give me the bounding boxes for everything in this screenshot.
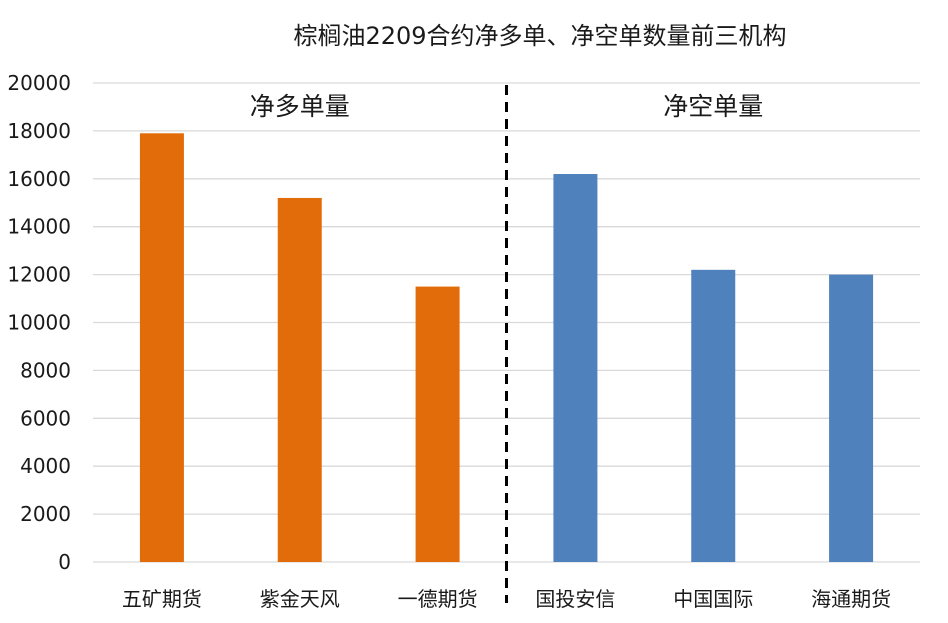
group-label: 净多单量 xyxy=(250,92,350,121)
group-label: 净空单量 xyxy=(663,92,763,121)
x-category-label: 中国国际 xyxy=(673,587,753,611)
bar-long-2 xyxy=(415,286,460,562)
group-labels: 净多单量 净空单量 xyxy=(250,92,764,121)
y-tick-label: 4000 xyxy=(20,454,71,478)
x-category-label: 国投安信 xyxy=(535,587,615,611)
x-category-label: 一德期货 xyxy=(398,587,478,611)
y-tick-label: 0 xyxy=(58,550,71,574)
y-tick-label: 14000 xyxy=(7,215,71,239)
bars xyxy=(139,133,874,563)
bar-long-1 xyxy=(277,197,322,562)
y-tick-label: 20000 xyxy=(7,71,71,95)
bar-short-5 xyxy=(829,274,874,562)
bar-short-4 xyxy=(691,269,736,562)
y-tick-label: 10000 xyxy=(7,311,71,335)
y-tick-label: 2000 xyxy=(20,502,71,526)
y-tick-label: 18000 xyxy=(7,119,71,143)
y-axis-ticks: 0 2000 4000 6000 8000 10000 12000 14000 16000 180… xyxy=(7,71,71,574)
x-axis-categories: 五矿期货 紫金天风 一德期货 国投安信 中国国际 海通期货 xyxy=(122,587,891,611)
y-tick-label: 12000 xyxy=(7,263,71,287)
bar-long-0 xyxy=(139,133,184,563)
x-category-label: 紫金天风 xyxy=(260,587,340,611)
y-tick-label: 16000 xyxy=(7,167,71,191)
y-tick-label: 6000 xyxy=(20,406,71,430)
chart-title: 棕榈油2209合约净多单、净空单数量前三机构 xyxy=(293,22,786,50)
x-category-label: 海通期货 xyxy=(811,587,891,611)
bar-short-3 xyxy=(553,174,598,562)
y-tick-label: 8000 xyxy=(20,358,71,382)
x-category-label: 五矿期货 xyxy=(122,587,202,611)
